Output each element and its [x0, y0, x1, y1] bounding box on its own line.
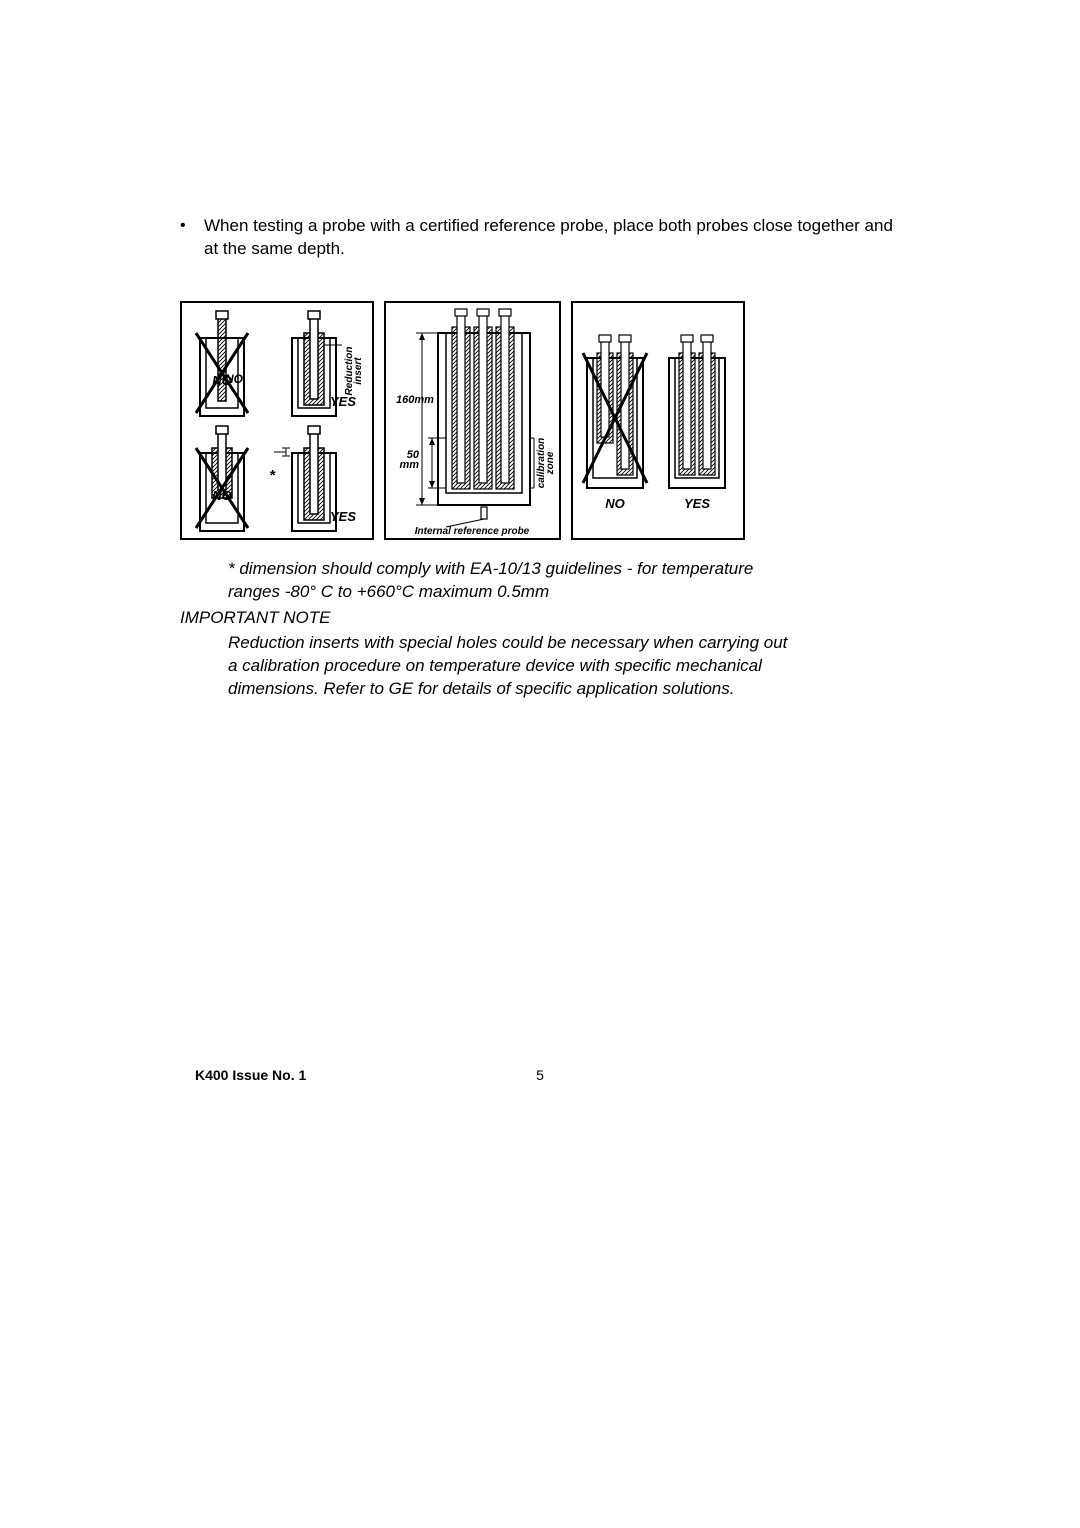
important-body: Reduction inserts with special holes cou…	[228, 632, 788, 701]
panel1-no-top: NO	[212, 373, 232, 388]
bullet-item: • When testing a probe with a certified …	[180, 215, 900, 261]
diagram-panel-dimensions: 160mm 50 mm calibration zone Internal re	[384, 301, 561, 540]
footnote-star: * dimension should comply with EA-10/13 …	[228, 558, 758, 604]
bullet-marker: •	[180, 215, 204, 237]
panel1-yes-bot: YES	[330, 509, 356, 524]
cal-zone-l2: zone	[545, 451, 556, 475]
page-number: 5	[0, 1067, 1080, 1083]
panel3-yes: YES	[684, 496, 710, 511]
diagram-row: NO	[180, 301, 900, 540]
gap-label-2: mm	[399, 459, 419, 471]
reduction-insert-l2: insert	[353, 357, 364, 385]
important-heading: IMPORTANT NOTE	[180, 608, 900, 628]
diagram-panel-depth: NO YES	[571, 301, 745, 540]
panel1-no-bot: NO	[212, 488, 232, 503]
height-label: 160mm	[396, 394, 434, 406]
diagram-panel-inserts: NO	[180, 301, 374, 540]
bullet-text: When testing a probe with a certified re…	[204, 215, 900, 261]
panel1-asterisk: *	[269, 467, 276, 484]
ref-probe-label: Internal reference probe	[415, 526, 530, 537]
panel3-no: NO	[605, 496, 625, 511]
